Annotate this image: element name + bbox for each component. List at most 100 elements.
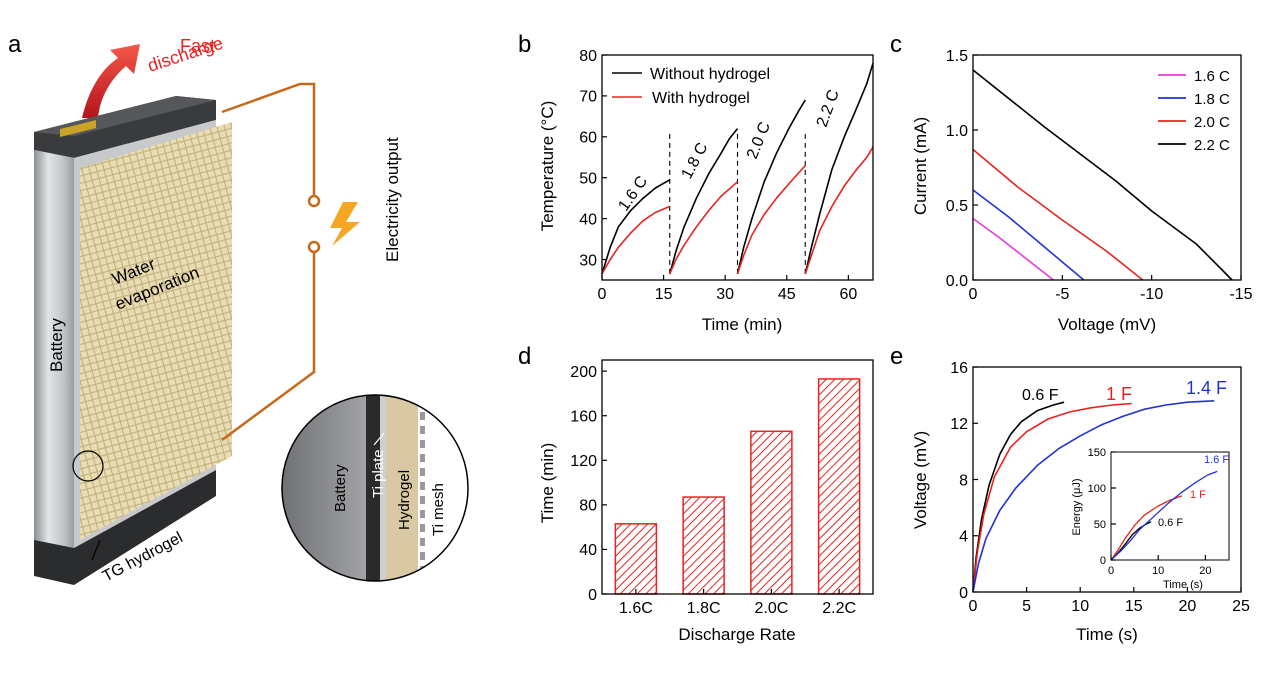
plot-frame	[972, 54, 1242, 281]
b-y-tick-label: 30	[579, 252, 597, 269]
d-x-tick-label: 2.0C	[754, 600, 788, 617]
zoom-hydrogel-label: Hydrogel	[396, 470, 413, 530]
d-bar	[614, 523, 658, 595]
heat-arrow-icon	[82, 44, 140, 118]
chart-e	[972, 366, 1242, 593]
zoom-ti-mesh-label: Ti mesh	[430, 483, 447, 536]
b-series-without-hydrogel	[601, 179, 671, 275]
e-series-label-3: 1.4 F	[1186, 378, 1227, 398]
d-bar	[682, 496, 725, 595]
b-rate-label-4: 2.2 C	[814, 88, 843, 130]
c-x-tick-label: -5	[1055, 286, 1069, 303]
d-ylabel: Time (min)	[538, 443, 557, 524]
e-x-tick-label: 15	[1125, 598, 1143, 615]
e-y-tick-label: 4	[959, 529, 968, 546]
c-series-1.6-c	[972, 217, 1054, 281]
chart-c	[972, 54, 1242, 281]
c-ylabel: Current (mA)	[911, 117, 930, 215]
b-xlabel: Time (min)	[702, 315, 783, 334]
b-ylabel: Temperature (°C)	[538, 101, 557, 232]
e-inset-x-tick-label: 10	[1152, 565, 1164, 577]
e-inset-xlabel: Time (s)	[1163, 579, 1203, 591]
c-y-tick-label: 1.5	[946, 48, 968, 65]
e-series-1.4-f	[972, 400, 1215, 593]
e-inset-bg	[1111, 452, 1229, 560]
e-y-tick-label: 12	[950, 416, 968, 433]
chart-b	[601, 54, 874, 281]
c-y-tick-label: 1.0	[946, 123, 968, 140]
d-bar	[817, 378, 861, 595]
b-series-with-hydrogel	[601, 205, 671, 275]
chart-e-inset	[1110, 451, 1230, 561]
e-x-tick-label: 5	[1022, 598, 1031, 615]
d-y-tick-label: 120	[570, 453, 597, 470]
c-series-1.8-c	[972, 189, 1085, 281]
e-series-1-f	[972, 402, 1132, 593]
b-series-without-hydrogel	[669, 128, 739, 275]
b-y-tick-label: 60	[579, 130, 597, 147]
b-rate-label-1: 1.6 C	[615, 173, 651, 214]
panel-letter-c: c	[890, 31, 902, 58]
c-series-2.0-c	[972, 148, 1144, 281]
panel-e: e 0 5 10 15 20 25 0 4 8 12 16 Time (s) Voltage (mV…	[890, 343, 1250, 644]
e-y-tick-label: 8	[959, 472, 968, 489]
e-inset-series-1.6-f	[1110, 470, 1218, 561]
zoom-target-circle	[72, 450, 104, 482]
d-y-tick-label: 200	[570, 364, 597, 381]
b-legend-label-1: Without hydrogel	[650, 66, 770, 83]
e-inset-series-1-f	[1110, 495, 1183, 561]
c-x-tick-label: -15	[1229, 286, 1252, 303]
d-x-tick-label: 1.6C	[619, 600, 653, 617]
wire-top	[221, 82, 316, 196]
e-inset-y-tick-label: 50	[1094, 519, 1106, 531]
c-x-tick-label: -10	[1140, 286, 1163, 303]
battery-side-label: Battery	[47, 318, 66, 372]
b-rate-label-3: 2.0 C	[744, 120, 774, 162]
b-x-tick-label: 60	[839, 286, 857, 303]
d-xlabel: Discharge Rate	[678, 625, 795, 644]
electricity-output-label: Electricity output	[383, 137, 402, 262]
d-x-tick-label: 1.8C	[687, 600, 721, 617]
zoom-inset: Battery Ti plate Hydrogel Ti mesh	[281, 394, 469, 582]
plot-frame	[601, 359, 874, 595]
c-legend: 1.6 C 1.8 C 2.0 C 2.2 C	[1158, 68, 1230, 154]
panel-c: c 0 -5 -10 -15 0.0 0.5 1.0 1.5 Voltage (mV) Cur…	[890, 31, 1253, 334]
b-series-without-hydrogel	[804, 62, 874, 275]
b-y-tick-label: 70	[579, 89, 597, 106]
terminal-top	[307, 194, 321, 208]
terminal-bottom	[307, 240, 321, 254]
panel-letter-b: b	[518, 31, 531, 58]
e-series-label-2: 1 F	[1106, 384, 1132, 404]
b-series-with-hydrogel	[736, 164, 806, 275]
fast-discharge-label-1: Fast	[180, 36, 215, 56]
b-series-with-hydrogel	[669, 181, 739, 275]
e-ylabel: Voltage (mV)	[911, 431, 930, 529]
d-x-tick-label: 2.2C	[822, 600, 856, 617]
b-y-tick-label: 80	[579, 48, 597, 65]
zoom-ti-plate-label: Ti plate	[370, 449, 387, 498]
b-rate-label-2: 1.8 C	[679, 140, 712, 182]
zoom-battery-label: Battery	[332, 464, 349, 512]
c-legend-label-4: 2.2 C	[1194, 137, 1230, 154]
e-inset-label-2: 1 F	[1190, 489, 1206, 501]
d-y-tick-label: 0	[588, 587, 597, 604]
panel-letter-d: d	[518, 343, 531, 370]
e-series-0.6-f	[972, 401, 1065, 593]
b-x-tick-label: 0	[598, 286, 607, 303]
e-xlabel: Time (s)	[1076, 625, 1138, 644]
b-y-tick-label: 50	[579, 170, 597, 187]
b-legend-label-2: With hydrogel	[652, 90, 750, 107]
b-x-tick-label: 15	[655, 286, 673, 303]
e-x-tick-label: 25	[1232, 598, 1250, 615]
b-x-tick-label: 45	[778, 286, 796, 303]
battery-illustration: Battery Water evaporation TG hydrogel	[34, 96, 232, 586]
c-legend-label-1: 1.6 C	[1194, 68, 1230, 85]
c-x-tick-label: 0	[969, 286, 978, 303]
panel-letter-a: a	[8, 31, 22, 58]
c-legend-label-2: 1.8 C	[1194, 91, 1230, 108]
e-inset-ylabel: Energy (μJ)	[1071, 478, 1083, 535]
wire-bottom	[221, 248, 316, 442]
e-x-tick-label: 20	[1179, 598, 1197, 615]
e-inset-label-1: 0.6 F	[1158, 517, 1183, 529]
